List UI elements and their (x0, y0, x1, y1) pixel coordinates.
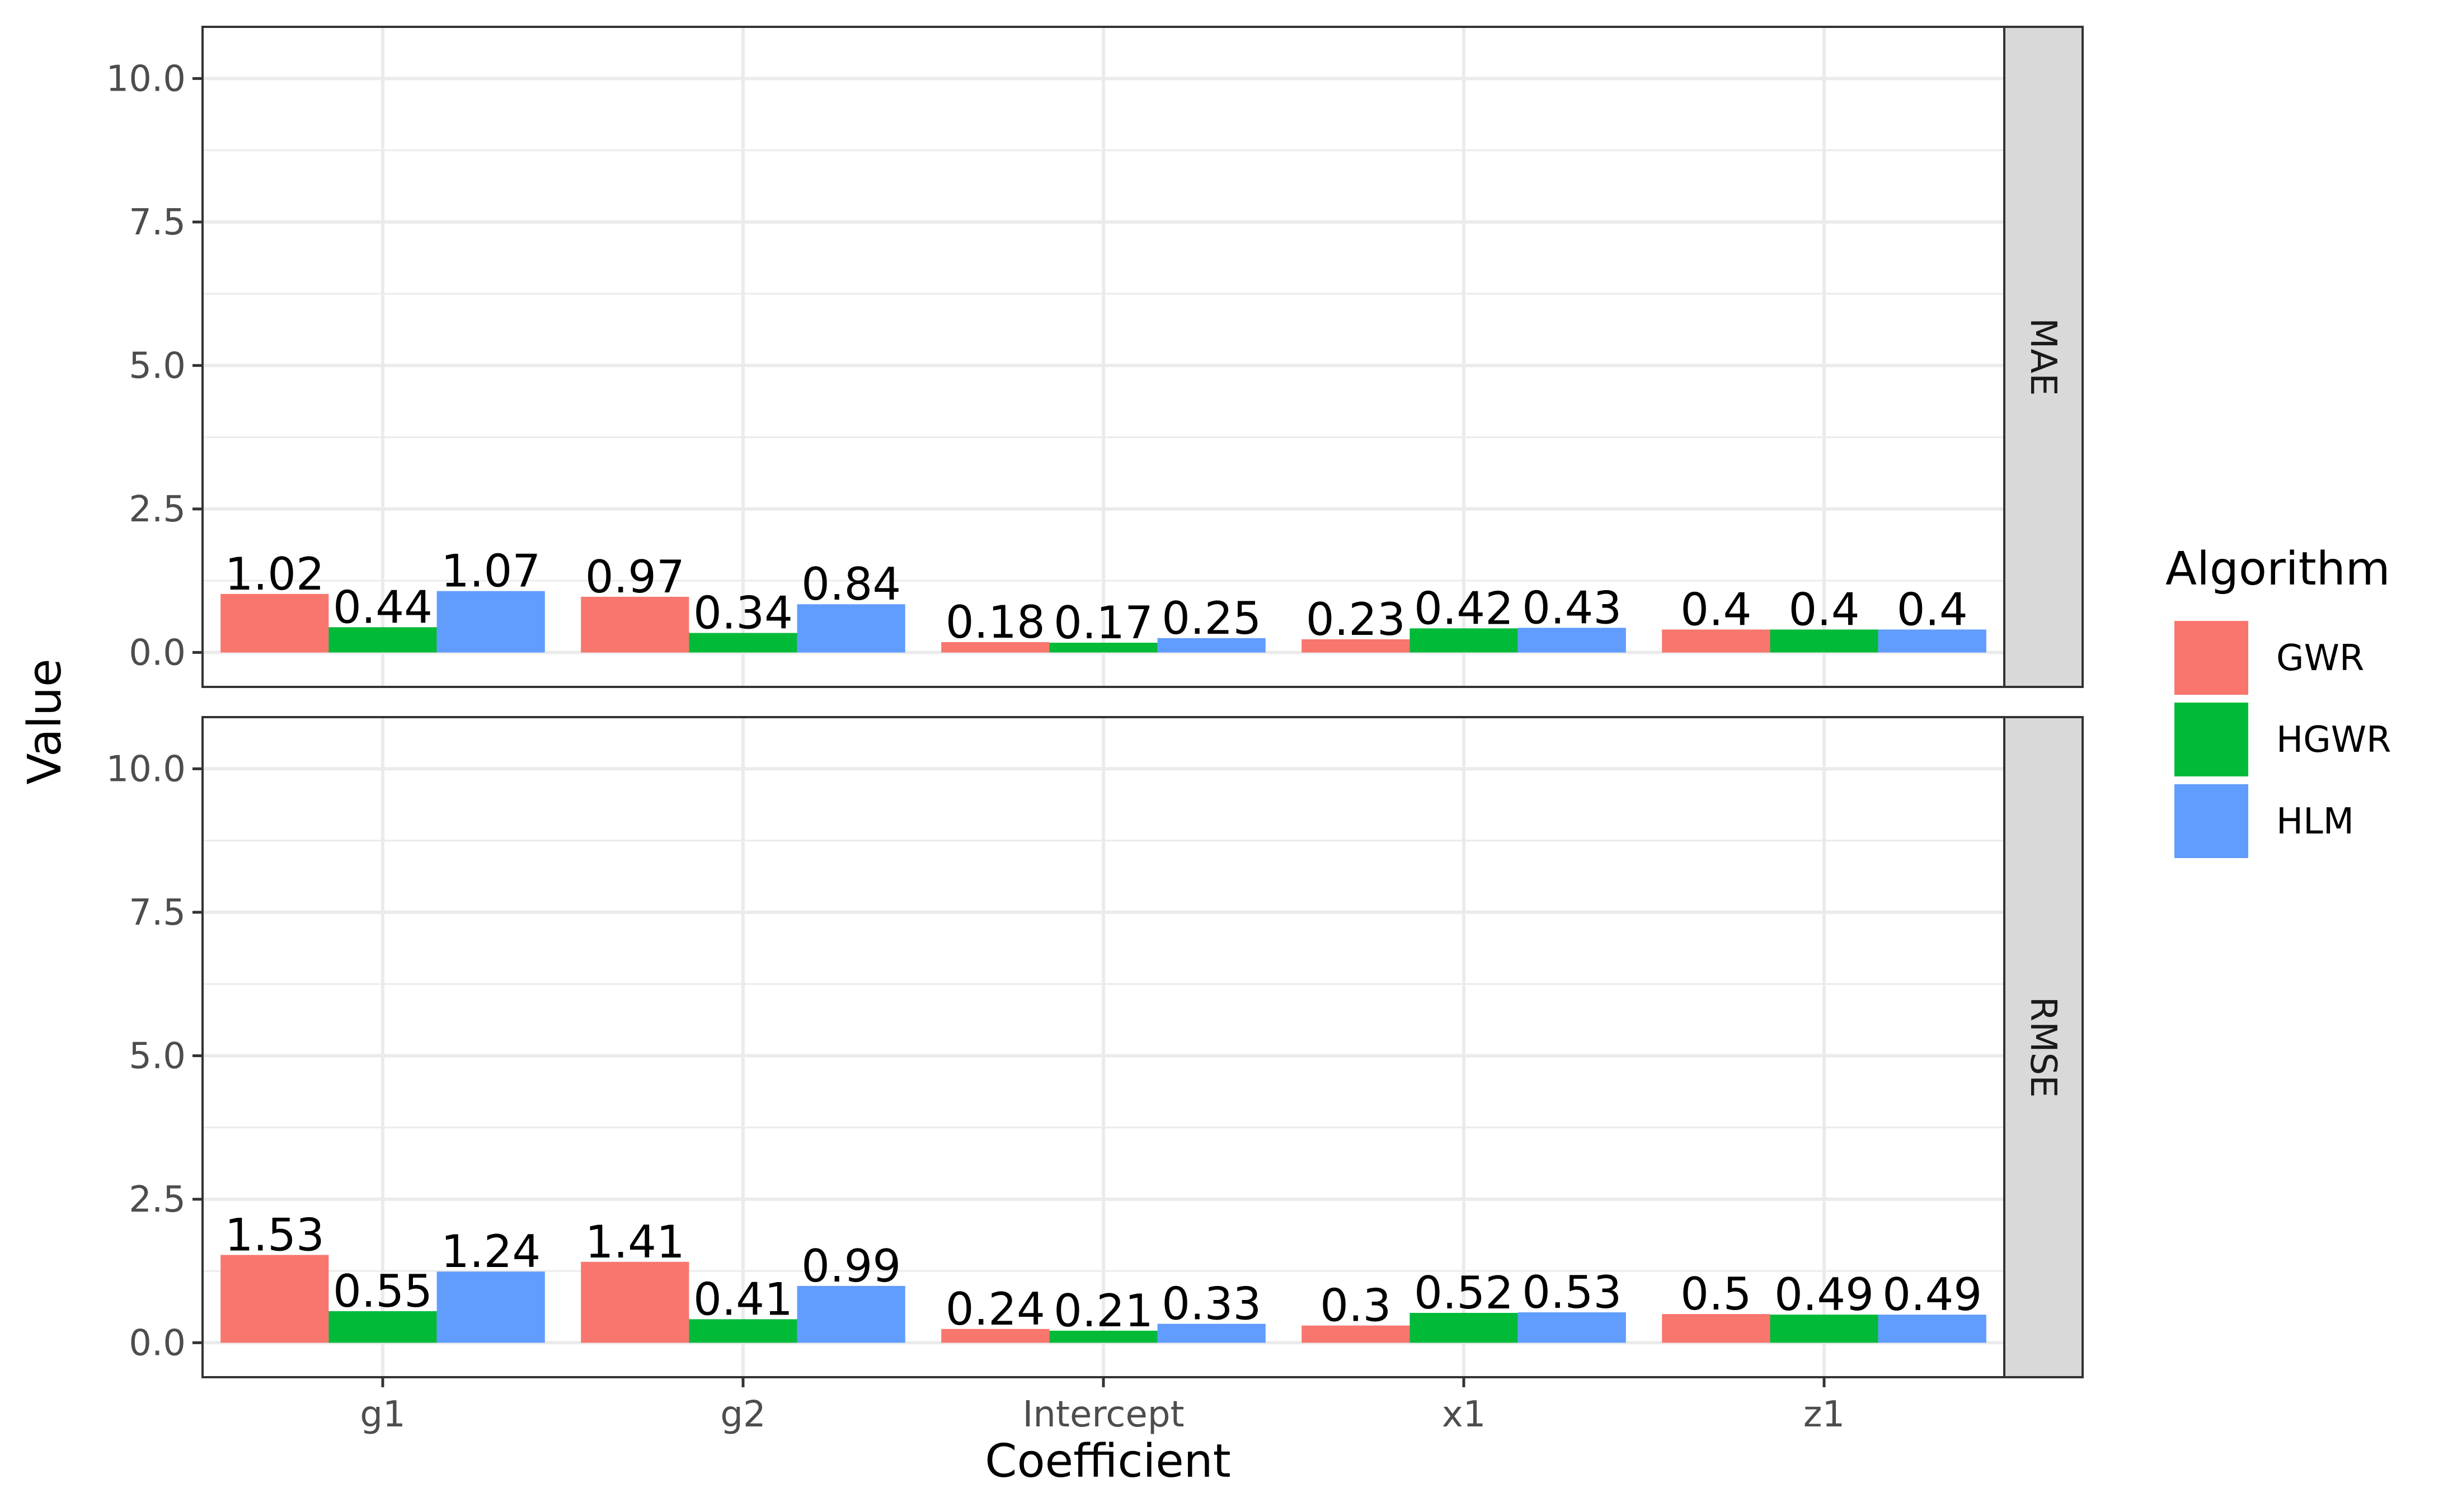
bar-gwr-g1 (220, 594, 329, 653)
y-tick-label: 7.5 (129, 202, 186, 243)
bar-gwr-g1 (220, 1255, 329, 1343)
data-label: 0.52 (1414, 1267, 1514, 1319)
data-label: 1.02 (225, 548, 325, 600)
data-label: 0.97 (585, 551, 685, 603)
bar-gwr-z1 (1662, 1314, 1770, 1343)
data-label: 0.3 (1320, 1280, 1391, 1332)
legend-key-hgwr (2174, 703, 2248, 776)
bar-hlm-x1 (1517, 628, 1626, 653)
data-label: 0.5 (1680, 1268, 1751, 1320)
data-label: 0.55 (333, 1265, 433, 1317)
data-label: 0.44 (333, 581, 433, 633)
legend-title: Algorithm (2165, 543, 2390, 596)
bar-hlm-g1 (436, 591, 545, 653)
legend-label: HLM (2276, 801, 2354, 842)
y-tick-label: 0.0 (129, 1322, 186, 1364)
data-label: 0.4 (1897, 583, 1968, 635)
y-tick-label: 10.0 (106, 748, 186, 790)
y-tick-label: 2.5 (129, 1179, 186, 1221)
y-tick-label: 2.5 (129, 489, 186, 530)
bar-hlm-intercept (1157, 1323, 1266, 1343)
data-label: 0.84 (801, 558, 901, 610)
bar-hlm-g2 (797, 604, 905, 653)
data-label: 0.4 (1680, 583, 1751, 635)
data-label: 1.53 (225, 1209, 325, 1261)
data-label: 0.23 (1306, 594, 1406, 646)
data-label: 0.42 (1414, 582, 1514, 634)
x-tick-label: z1 (1803, 1394, 1845, 1435)
data-label: 0.99 (801, 1240, 901, 1292)
legend-label: HGWR (2276, 719, 2391, 761)
bar-hlm-x1 (1517, 1312, 1626, 1343)
facet-strip-label: RMSE (2022, 997, 2064, 1098)
data-label: 1.07 (441, 545, 541, 597)
x-tick-label: Intercept (1022, 1394, 1184, 1435)
bar-gwr-x1 (1301, 1325, 1410, 1343)
x-axis: g1 g2 Intercept x1 z1 (360, 1377, 1845, 1435)
bar-gwr-x1 (1301, 639, 1410, 653)
bar-hgwr-g1 (328, 1311, 437, 1343)
data-label: 0.49 (1774, 1269, 1874, 1321)
bar-hgwr-z1 (1770, 1315, 1878, 1343)
y-tick-label: 5.0 (129, 345, 186, 387)
facet-strip (2003, 716, 2084, 1378)
bar-hlm-g1 (436, 1271, 545, 1343)
bar-hgwr-g2 (689, 1319, 797, 1343)
data-label: 0.53 (1522, 1266, 1622, 1318)
x-tick-label: g1 (360, 1394, 405, 1435)
bar-hgwr-intercept (1049, 1330, 1158, 1343)
bar-hlm-intercept (1157, 638, 1266, 653)
data-label: 0.24 (946, 1283, 1045, 1335)
x-tick-label: g2 (720, 1394, 765, 1435)
bar-hlm-z1 (1878, 629, 1986, 653)
data-label: 1.41 (585, 1216, 685, 1268)
bar-hgwr-x1 (1409, 1313, 1518, 1343)
bar-gwr-intercept (941, 642, 1050, 653)
legend: Algorithm GWR HGWR HLM (2165, 543, 2391, 858)
bar-hgwr-intercept (1049, 642, 1158, 653)
facet-panel-mae: 1.02 0.97 0.18 0.23 0.4 0.44 0.34 0.17 0.42 0.4 1.… (106, 26, 2084, 688)
data-label: 1.24 (441, 1226, 541, 1278)
data-label: 0.21 (1054, 1285, 1153, 1337)
y-tick-label: 5.0 (129, 1035, 186, 1077)
bar-hlm-g2 (797, 1285, 905, 1343)
x-tick-label: x1 (1442, 1394, 1486, 1435)
y-tick-label: 7.5 (129, 892, 186, 934)
facet-strip (2003, 26, 2084, 688)
bar-hlm-z1 (1878, 1315, 1986, 1343)
bar-gwr-g2 (581, 596, 689, 653)
bar-hgwr-g1 (328, 627, 437, 653)
bar-hgwr-x1 (1409, 628, 1518, 653)
data-label: 0.25 (1162, 592, 1261, 644)
data-label: 0.33 (1162, 1278, 1261, 1330)
facet-strip-label: MAE (2022, 318, 2064, 395)
legend-key-gwr (2174, 621, 2248, 695)
bar-gwr-intercept (941, 1329, 1050, 1343)
x-axis-title: Coefficient (985, 1435, 1231, 1488)
facet-panels: 1.02 0.97 0.18 0.23 0.4 0.44 0.34 0.17 0.42 0.4 1.… (106, 26, 2084, 1378)
y-axis-title: Value (18, 658, 72, 784)
data-label: 0.43 (1522, 582, 1622, 634)
y-tick-label: 10.0 (106, 58, 186, 100)
data-label: 0.4 (1788, 583, 1859, 635)
bar-hgwr-g2 (689, 633, 797, 653)
facet-panel-rmse: 1.53 1.41 0.24 0.3 0.5 0.55 0.41 0.21 0.52 0.49 1.… (106, 716, 2084, 1378)
data-label: 0.18 (946, 596, 1045, 648)
legend-key-hlm (2174, 784, 2248, 858)
bar-hgwr-z1 (1770, 629, 1878, 653)
legend-label: GWR (2276, 638, 2364, 679)
bar-gwr-z1 (1662, 629, 1770, 653)
y-tick-label: 0.0 (129, 632, 186, 673)
data-label: 0.49 (1882, 1269, 1982, 1321)
data-label: 0.34 (693, 587, 793, 639)
bar-gwr-g2 (581, 1261, 689, 1343)
data-label: 0.17 (1054, 597, 1153, 649)
data-label: 0.41 (693, 1273, 793, 1325)
